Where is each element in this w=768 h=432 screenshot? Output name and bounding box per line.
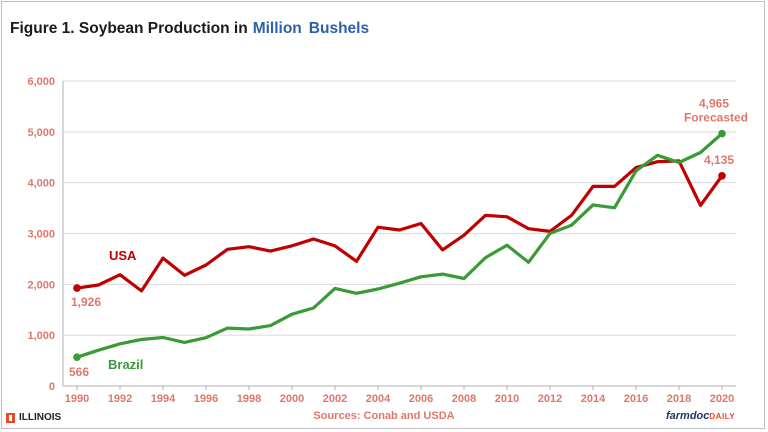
x-tick-label: 2020	[710, 393, 734, 405]
data-point-brazil	[718, 129, 726, 138]
x-tick-label: 1992	[108, 393, 132, 405]
title-highlight-bushels: Bushels	[308, 20, 370, 37]
data-label-usa-start: 1,926	[71, 295, 101, 309]
x-tick-label: 1994	[151, 393, 176, 405]
x-tick-label: 2010	[495, 393, 519, 405]
farmdoc-daily-logo: farmdocDAILY	[666, 410, 735, 422]
brand-suffix: DAILY	[709, 412, 736, 421]
chart-title: Figure 1. Soybean Production in Million Bu…	[10, 20, 369, 38]
title-highlight-million: Million	[252, 20, 302, 37]
x-tick-label: 2014	[581, 393, 606, 405]
forecast-annotation: Forecasted	[684, 111, 748, 125]
data-label-brazil-end: 4,965	[699, 97, 729, 111]
y-tick-label: 5,000	[27, 127, 55, 139]
source-note: Sources: Conab and USDA	[313, 410, 455, 422]
x-tick-label: 2004	[366, 393, 391, 405]
x-tick-label: 1996	[194, 393, 218, 405]
x-tick-label: 2002	[323, 393, 347, 405]
x-tick-label: 2012	[538, 393, 562, 405]
data-point-usa	[73, 284, 81, 292]
data-point-brazil	[73, 353, 81, 362]
y-tick-label: 2,000	[27, 279, 55, 291]
series-label-usa: USA	[109, 248, 137, 263]
illinois-block-i-icon	[6, 412, 15, 423]
x-tick-label: 1998	[237, 393, 261, 405]
y-tick-label: 6,000	[27, 76, 55, 88]
x-tick-label: 2006	[409, 393, 433, 405]
series-line-usa	[76, 159, 724, 293]
series-line-brazil	[76, 132, 724, 359]
data-point-usa	[718, 172, 726, 180]
x-tick-label: 2008	[452, 393, 476, 405]
title-prefix: Figure 1. Soybean Production in	[10, 20, 248, 37]
y-tick-label: 0	[49, 381, 55, 393]
x-tick-label: 1990	[65, 393, 89, 405]
illinois-logo: ILLINOIS	[6, 412, 61, 423]
data-label-usa-end: 4,135	[704, 153, 734, 167]
y-tick-label: 3,000	[27, 229, 55, 241]
y-tick-label: 1,000	[27, 330, 55, 342]
y-tick-label: 4,000	[27, 178, 55, 190]
brand-main: farmdoc	[666, 410, 710, 422]
x-tick-label: 2016	[624, 393, 648, 405]
series-label-brazil: Brazil	[108, 357, 143, 372]
data-label-brazil-start: 566	[69, 365, 89, 379]
x-tick-label: 2018	[667, 393, 691, 405]
illinois-logo-text: ILLINOIS	[19, 412, 62, 423]
x-tick-label: 2000	[280, 393, 304, 405]
